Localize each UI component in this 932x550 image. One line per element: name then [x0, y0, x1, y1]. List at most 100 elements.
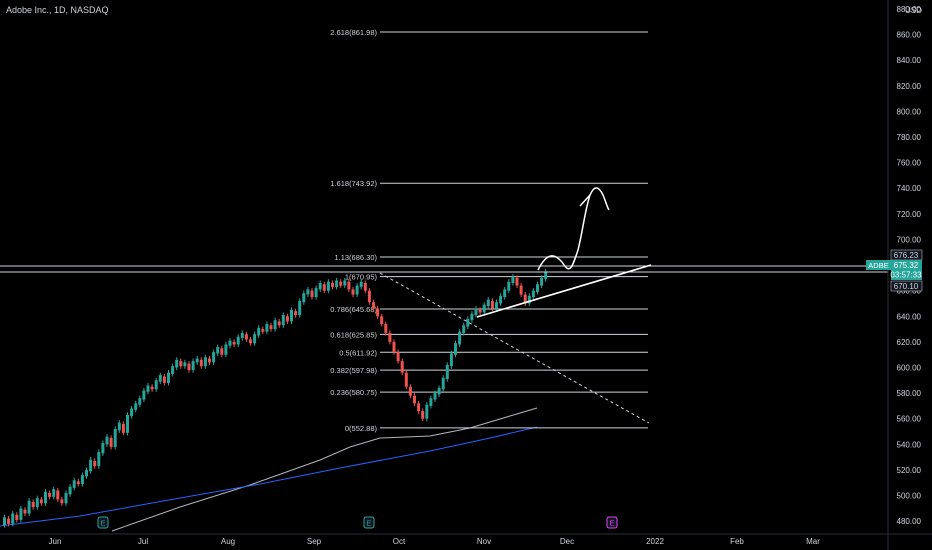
candle-body — [310, 290, 314, 298]
candle-body — [482, 304, 486, 313]
trendline — [476, 264, 652, 318]
candle — [244, 331, 248, 342]
candle-body — [101, 443, 105, 454]
candle-body — [384, 323, 388, 333]
projection-arrowhead — [579, 194, 591, 207]
candle — [310, 288, 314, 300]
candle-body — [109, 437, 113, 447]
candle — [134, 400, 138, 413]
candle — [142, 388, 146, 403]
y-tick-label: 500.00 — [897, 492, 922, 501]
candle-body — [130, 408, 134, 417]
candle — [121, 421, 125, 436]
candle — [314, 285, 318, 300]
candle-body — [437, 388, 441, 395]
candle-body — [158, 375, 162, 382]
symbol-title: Adobe Inc., 1D, NASDAQ — [6, 5, 109, 15]
candle-body — [474, 308, 478, 316]
candle — [138, 395, 142, 408]
candle-body — [511, 276, 515, 284]
candle — [167, 370, 170, 386]
candle-body — [523, 294, 527, 304]
candle-body — [285, 316, 289, 322]
fib-level-label: 1.618(743.92) — [330, 179, 377, 188]
y-tick-label: 480.00 — [897, 517, 922, 526]
candle-body — [343, 280, 347, 286]
candle — [261, 326, 265, 335]
candle — [388, 330, 392, 345]
candle-body — [314, 288, 318, 298]
candle — [257, 325, 261, 339]
candle-body — [441, 377, 445, 390]
candle — [60, 496, 64, 506]
candle-body — [142, 390, 146, 400]
candle — [507, 279, 511, 294]
candle-body — [326, 281, 330, 291]
candle-body — [339, 281, 343, 286]
candle — [224, 341, 228, 358]
candle-body — [3, 517, 6, 526]
candle-body — [351, 289, 355, 295]
candle — [56, 487, 60, 502]
candle — [367, 288, 371, 305]
candle-body — [76, 481, 80, 485]
candle-body — [52, 489, 56, 497]
candle — [540, 275, 544, 289]
earnings-marker-label: E — [366, 519, 371, 528]
candle-body — [167, 372, 170, 383]
x-tick-label: Dec — [560, 537, 574, 546]
fib-level-label: 0.786(645.68) — [330, 305, 377, 314]
fib-level-label: 0.236(580.75) — [330, 388, 377, 397]
candle — [154, 377, 158, 392]
candle — [273, 317, 277, 332]
x-tick-label: Aug — [221, 537, 235, 546]
candle — [441, 375, 445, 392]
candle — [326, 279, 330, 294]
candle-body — [249, 339, 252, 344]
candle-body — [261, 329, 265, 332]
x-tick-label: Jul — [138, 537, 148, 546]
countdown-timer: 03:57:33 — [890, 271, 922, 280]
candle-body — [126, 414, 129, 433]
candle — [191, 358, 195, 373]
candle-body — [89, 459, 93, 472]
candle-body — [322, 284, 326, 291]
price-tag-upper-value: 676.23 — [894, 251, 919, 260]
candle — [89, 457, 93, 474]
candle-body — [454, 343, 457, 355]
candle-body — [134, 403, 138, 410]
candle — [236, 334, 240, 348]
candle — [478, 307, 482, 316]
candle-body — [216, 347, 220, 354]
candle-body — [113, 428, 117, 447]
candle-body — [392, 341, 396, 353]
candle-body — [507, 281, 511, 291]
candle — [503, 286, 507, 300]
candle-body — [146, 385, 150, 392]
y-tick-label: 700.00 — [897, 235, 922, 244]
candle — [421, 408, 425, 422]
candle-body — [175, 359, 179, 368]
candle — [519, 283, 523, 298]
candle-body — [294, 311, 298, 316]
candle-body — [269, 325, 273, 330]
candle-body — [478, 309, 482, 313]
y-tick-label: 740.00 — [897, 184, 922, 193]
candle — [306, 286, 310, 298]
candle-body — [191, 361, 195, 371]
candle — [64, 490, 68, 506]
candle-body — [72, 480, 76, 488]
price-tag-lower-value: 670.10 — [894, 282, 919, 291]
candle-body — [31, 501, 35, 508]
candle — [298, 298, 302, 318]
candle — [175, 357, 179, 371]
candle — [408, 384, 412, 399]
candle-body — [15, 514, 19, 520]
candle-body — [179, 361, 183, 367]
candle-body — [388, 332, 392, 342]
candle-body — [470, 313, 474, 321]
candle — [376, 306, 380, 319]
candle-body — [11, 513, 15, 524]
candle — [359, 279, 363, 290]
